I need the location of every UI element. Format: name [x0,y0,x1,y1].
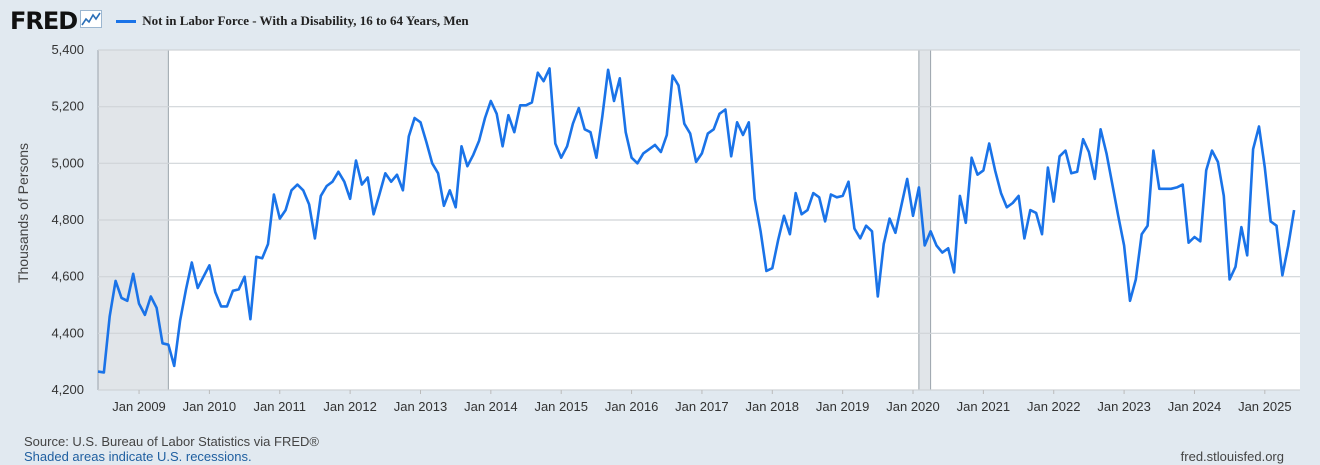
fred-logo-graph-icon [80,10,103,28]
source-note: Source: U.S. Bureau of Labor Statistics … [24,434,319,449]
x-tick-label: Jan 2011 [254,399,307,414]
x-tick-label: Jan 2018 [746,399,800,414]
y-tick-label: 4,400 [51,325,84,340]
y-tick-label: 5,400 [51,42,84,57]
legend-series-name[interactable]: Not in Labor Force - With a Disability, … [142,13,469,28]
x-tick-label: Jan 2009 [112,399,166,414]
x-tick-label: Jan 2022 [1027,399,1081,414]
x-tick-label: Jan 2019 [816,399,870,414]
x-tick-label: Jan 2010 [183,399,237,414]
site-url[interactable]: fred.stlouisfed.org [1180,449,1284,464]
grid-layer [98,49,1300,391]
y-tick-label: 5,200 [51,99,84,114]
x-tick-label: Jan 2014 [464,399,518,414]
x-axis-ticks: Jan 2009 Jan 2010 Jan 2011 Jan 2012 Jan 2013… [112,390,1292,414]
series-layer [97,67,1296,374]
y-tick-label: 5,000 [51,155,84,170]
y-tick-label: 4,200 [51,382,84,397]
x-tick-label: Jan 2017 [675,399,729,414]
fred-logo[interactable]: FRED [10,7,78,35]
y-axis-title: Thousands of Persons [15,143,31,283]
legend-swatch [116,19,137,23]
x-tick-label: Jan 2021 [957,399,1011,414]
x-tick-label: Jan 2016 [605,399,659,414]
y-axis-ticks: 4,200 4,400 4,600 4,800 5,000 5,200 5,400 [51,42,84,397]
x-tick-label: Jan 2025 [1238,399,1292,414]
recession-note[interactable]: Shaded areas indicate U.S. recessions. [24,449,252,464]
x-tick-label: Jan 2020 [886,399,940,414]
series-line [97,67,1296,374]
x-tick-label: Jan 2012 [323,399,377,414]
chart-legend: Not in Labor Force - With a Disability, … [116,13,469,29]
x-tick-label: Jan 2015 [534,399,588,414]
x-tick-label: Jan 2024 [1168,399,1222,414]
source-text[interactable]: U.S. Bureau of Labor Statistics via FRED… [72,434,319,449]
y-tick-label: 4,600 [51,269,84,284]
x-tick-label: Jan 2013 [394,399,448,414]
fred-header: FRED Not in Labor Force - With a Disabil… [10,6,469,36]
x-tick-label: Jan 2023 [1097,399,1151,414]
y-tick-label: 4,800 [51,212,84,227]
